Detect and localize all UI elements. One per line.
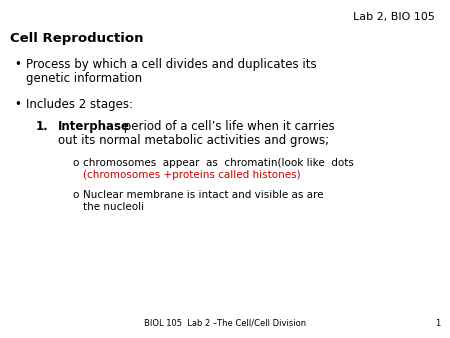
Text: 1.: 1. <box>36 120 49 133</box>
Text: Cell Reproduction: Cell Reproduction <box>10 32 144 45</box>
Text: 1: 1 <box>435 319 440 328</box>
Text: o: o <box>72 158 78 168</box>
Text: Interphase: Interphase <box>58 120 130 133</box>
Text: •: • <box>14 98 21 111</box>
Text: •: • <box>14 58 21 71</box>
Text: Includes 2 stages:: Includes 2 stages: <box>26 98 133 111</box>
Text: BIOL 105  Lab 2 –The Cell/Cell Division: BIOL 105 Lab 2 –The Cell/Cell Division <box>144 319 306 328</box>
Text: Process by which a cell divides and duplicates its: Process by which a cell divides and dupl… <box>26 58 317 71</box>
Text: Lab 2, BIO 105: Lab 2, BIO 105 <box>353 12 435 22</box>
Text: chromosomes  appear  as  chromatin(look like  dots: chromosomes appear as chromatin(look lik… <box>83 158 354 168</box>
Text: : period of a cell’s life when it carries: : period of a cell’s life when it carrie… <box>116 120 335 133</box>
Text: (chromosomes +proteins called histones): (chromosomes +proteins called histones) <box>83 170 301 180</box>
Text: Nuclear membrane is intact and visible as are: Nuclear membrane is intact and visible a… <box>83 190 324 200</box>
Text: genetic information: genetic information <box>26 72 142 85</box>
Text: the nucleoli: the nucleoli <box>83 202 144 212</box>
Text: :: : <box>127 32 131 45</box>
Text: o: o <box>72 190 78 200</box>
Text: out its normal metabolic activities and grows;: out its normal metabolic activities and … <box>58 134 329 147</box>
